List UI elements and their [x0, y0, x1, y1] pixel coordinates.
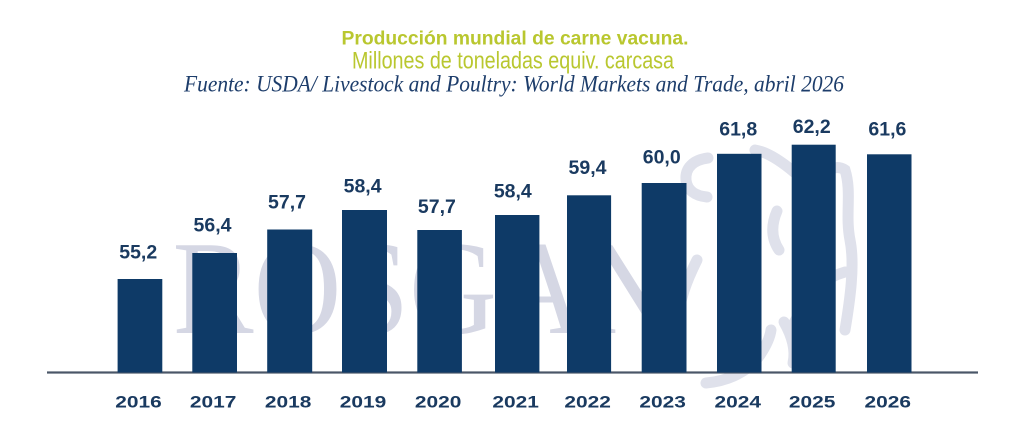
- svg-text:60,0: 60,0: [643, 146, 681, 168]
- svg-text:2016: 2016: [115, 394, 162, 412]
- svg-text:Millones de toneladas equiv. c: Millones de toneladas equiv. carcasa: [352, 48, 675, 75]
- svg-text:2022: 2022: [564, 394, 611, 412]
- svg-text:Producción mundial de carne va: Producción mundial de carne vacuna.: [342, 29, 689, 50]
- svg-text:56,4: 56,4: [194, 215, 232, 237]
- svg-text:2020: 2020: [415, 394, 462, 412]
- svg-text:2021: 2021: [492, 394, 539, 412]
- svg-text:2018: 2018: [265, 394, 312, 412]
- svg-text:62,2: 62,2: [793, 116, 831, 138]
- svg-text:2026: 2026: [865, 394, 912, 412]
- svg-text:2023: 2023: [639, 394, 686, 412]
- svg-text:Fuente: USDA/ Livestock and Po: Fuente: USDA/ Livestock and Poultry: Wor…: [183, 71, 844, 97]
- svg-text:61,6: 61,6: [868, 119, 906, 141]
- svg-text:57,7: 57,7: [418, 196, 456, 218]
- svg-text:57,7: 57,7: [268, 191, 306, 213]
- svg-text:55,2: 55,2: [119, 241, 157, 263]
- svg-text:59,4: 59,4: [569, 157, 607, 179]
- svg-text:58,4: 58,4: [494, 181, 532, 203]
- svg-text:2025: 2025: [789, 394, 836, 412]
- svg-text:2024: 2024: [715, 394, 763, 412]
- svg-text:2019: 2019: [340, 394, 387, 412]
- svg-text:58,4: 58,4: [344, 175, 382, 197]
- svg-text:2017: 2017: [190, 394, 237, 412]
- svg-text:61,8: 61,8: [719, 119, 757, 141]
